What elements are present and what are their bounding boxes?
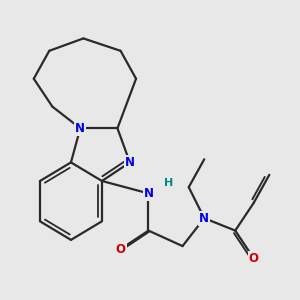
Text: N: N <box>199 212 209 225</box>
Text: N: N <box>125 156 135 169</box>
Text: N: N <box>75 122 85 135</box>
Text: O: O <box>249 252 259 265</box>
Text: O: O <box>116 243 126 256</box>
Text: H: H <box>164 178 173 188</box>
Text: N: N <box>143 187 154 200</box>
